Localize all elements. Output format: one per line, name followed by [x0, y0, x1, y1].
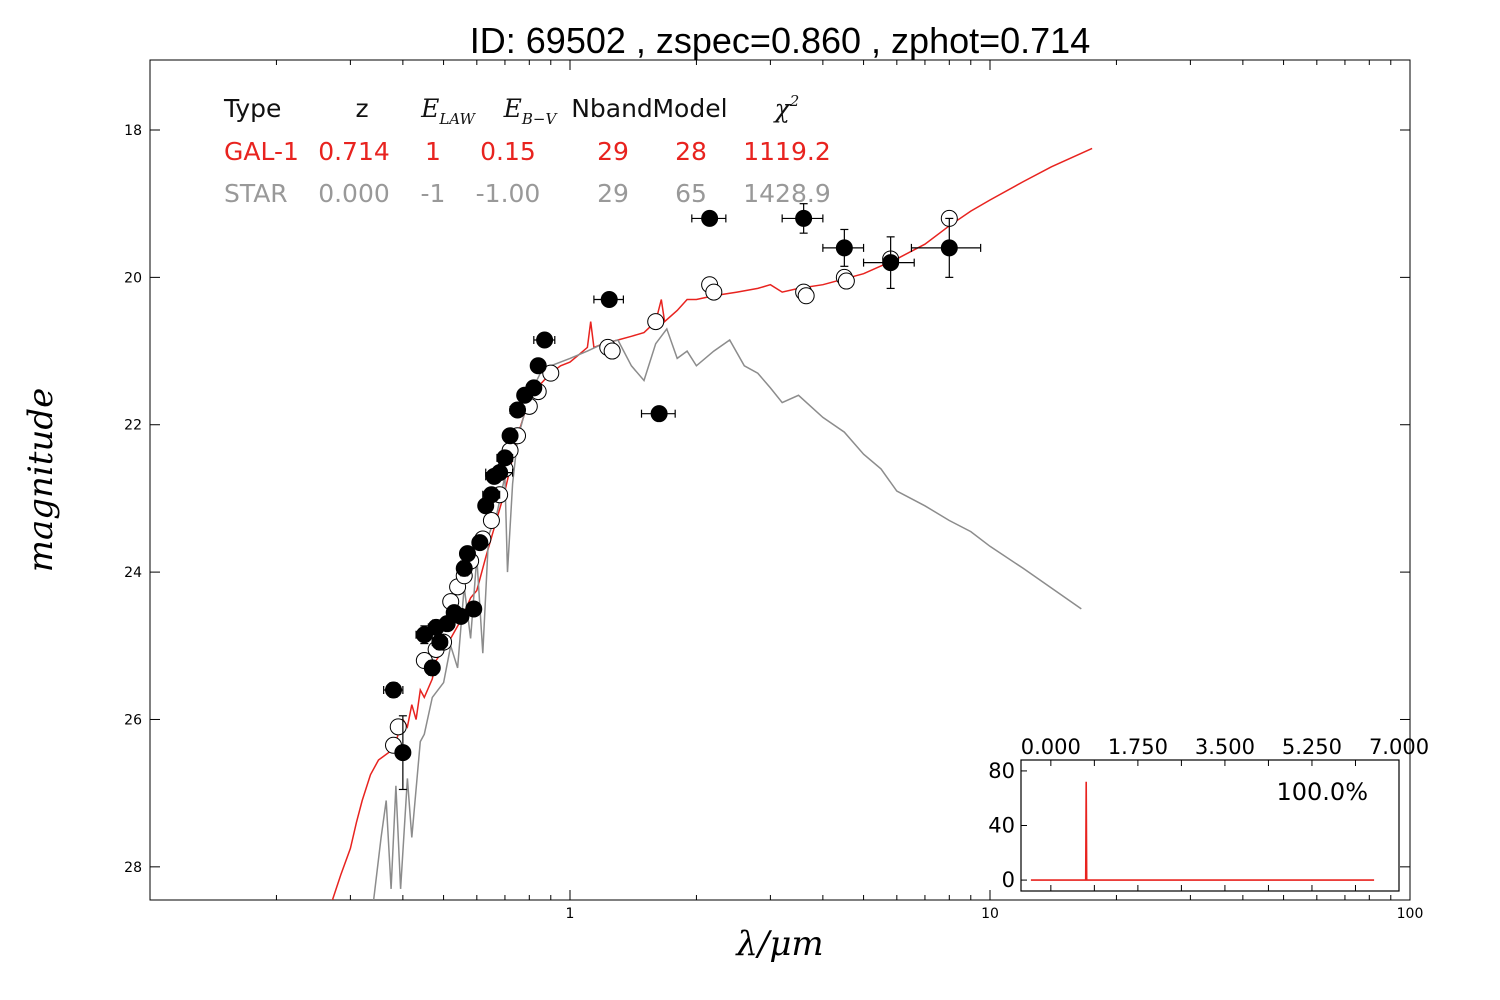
y-tick-label: 26 — [124, 712, 142, 728]
observed-magnitude-point — [423, 659, 441, 677]
observed-magnitude-point — [940, 239, 958, 257]
observed-magnitude-point — [600, 290, 618, 308]
model-magnitude-point — [389, 718, 407, 736]
inset-y-tick-label: 0 — [1002, 868, 1015, 892]
table-cell: 1428.9 — [743, 179, 830, 208]
inset-axis-ticks: 0.000 1.750 3.500 5.250 7.000 0 40 80 — [988, 735, 1429, 892]
photometry-points — [383, 203, 982, 791]
table-cell: 65 — [675, 179, 707, 208]
observed-magnitude-point — [465, 600, 483, 618]
observed-magnitude-point — [385, 681, 403, 699]
observed-magnitude-point — [501, 427, 519, 445]
observed-magnitude-point — [835, 239, 853, 257]
inset-x-tick-label: 1.750 — [1108, 735, 1168, 759]
table-cell: 0.000 — [318, 179, 390, 208]
fit-results-table: Type z ELAW EB−V Nband Model χ2 GAL-1 0.714 1 0.15… — [223, 92, 831, 208]
inset-pdf-curve — [1030, 781, 1375, 881]
inset-x-tick-label: 0.000 — [1021, 735, 1081, 759]
observed-magnitude-point — [491, 464, 509, 482]
observed-magnitude-point — [394, 744, 412, 762]
table-cell: 1 — [425, 137, 441, 166]
model-magnitude-point — [542, 364, 560, 382]
star-template-curve — [372, 327, 1082, 900]
table-cell: GAL-1 — [224, 137, 299, 166]
table-cell: 0.714 — [318, 137, 390, 166]
table-header: Nband — [571, 94, 653, 123]
table-header: Type — [223, 94, 281, 123]
galaxy-template-curve — [331, 147, 1093, 900]
table-cell: 29 — [597, 179, 629, 208]
model-magnitude-point — [603, 342, 621, 360]
observed-magnitude-point — [455, 559, 473, 577]
table-cell: 28 — [675, 137, 707, 166]
y-tick-label: 22 — [124, 418, 142, 434]
y-tick-label: 20 — [124, 270, 142, 286]
observed-magnitude-point — [529, 357, 547, 375]
observed-magnitude-point — [458, 545, 476, 563]
table-cell: -1.00 — [476, 179, 541, 208]
inset-y-tick-label: 40 — [988, 814, 1015, 838]
model-magnitude-point — [705, 283, 723, 301]
observed-magnitude-point — [452, 607, 470, 625]
chart-title: ID: 69502 , zspec=0.860 , zphot=0.714 — [470, 20, 1090, 61]
redshift-pdf-inset: 100.0% 0.000 1.750 3.500 5.250 7.000 0 40 80 — [988, 735, 1429, 892]
observed-magnitude-point — [482, 486, 500, 504]
y-tick-label: 24 — [124, 565, 142, 581]
table-header: z — [355, 94, 368, 123]
table-header: EB−V — [503, 94, 559, 128]
table-cell: 29 — [597, 137, 629, 166]
table-header: ELAW — [420, 94, 476, 128]
y-tick-label: 18 — [124, 123, 142, 139]
observed-magnitude-point — [496, 449, 514, 467]
observed-magnitude-point — [471, 534, 489, 552]
table-cell: 1119.2 — [743, 137, 830, 166]
observed-magnitude-point — [431, 633, 449, 651]
table-header: Model — [652, 94, 727, 123]
x-tick-label: 1 — [566, 906, 575, 922]
model-magnitude-point — [482, 512, 500, 530]
table-header: χ2 — [773, 92, 800, 123]
y-tick-label: 28 — [124, 860, 142, 876]
template-curves — [331, 147, 1093, 900]
inset-x-tick-label: 3.500 — [1195, 735, 1255, 759]
table-cell: 0.15 — [480, 137, 536, 166]
inset-frame — [1020, 759, 1400, 892]
plot-frame — [149, 59, 1411, 901]
observed-magnitude-point — [650, 405, 668, 423]
inset-x-tick-label: 7.000 — [1369, 735, 1429, 759]
model-magnitude-point — [647, 313, 665, 331]
inset-y-tick-label: 80 — [988, 759, 1015, 783]
table-cell: -1 — [421, 179, 446, 208]
x-tick-label: 100 — [1397, 906, 1424, 922]
observed-magnitude-point — [882, 254, 900, 272]
x-axis-label: λ/μm — [734, 924, 823, 964]
inset-pdf-line — [1030, 781, 1375, 881]
model-magnitude-point — [797, 287, 815, 305]
x-tick-label: 10 — [981, 906, 999, 922]
table-cell: STAR — [224, 179, 288, 208]
observed-magnitude-point — [509, 401, 527, 419]
observed-magnitude-point — [701, 209, 719, 227]
inset-x-tick-label: 5.250 — [1282, 735, 1342, 759]
y-axis-label: magnitude — [21, 388, 61, 573]
inset-probability-label: 100.0% — [1276, 778, 1368, 806]
observed-magnitude-point — [536, 331, 554, 349]
model-magnitude-point — [837, 272, 855, 290]
observed-magnitude-point — [525, 379, 543, 397]
observed-magnitude-point — [795, 209, 813, 227]
